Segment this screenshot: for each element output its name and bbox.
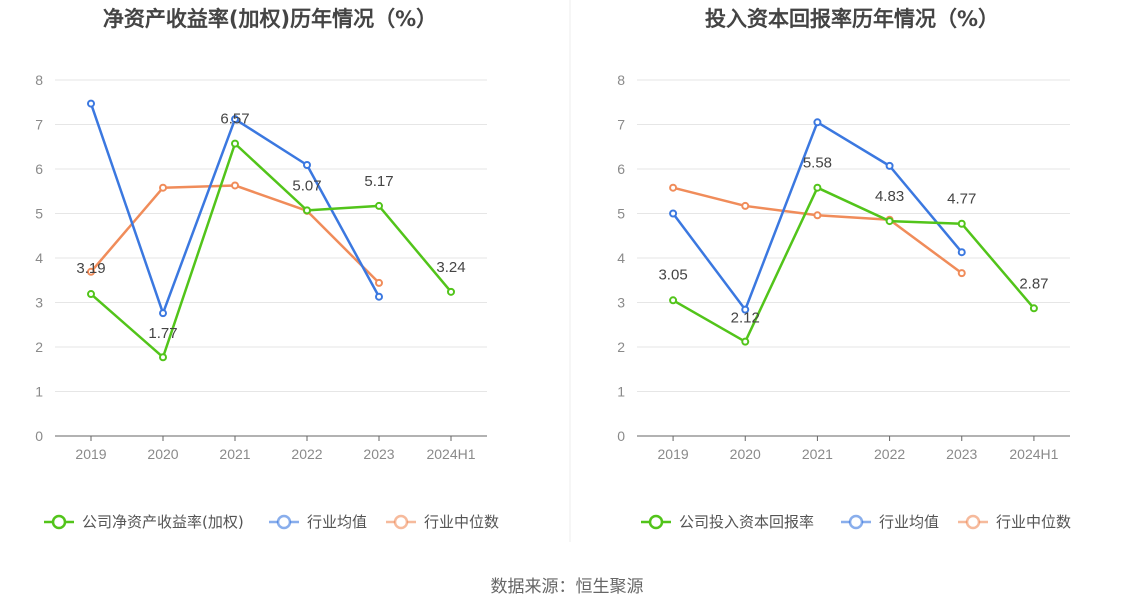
legend-item[interactable]: 行业均值	[841, 513, 939, 531]
x-tick-label: 2022	[291, 446, 322, 462]
data-label: 5.17	[364, 173, 393, 190]
y-tick-label: 3	[617, 295, 625, 311]
y-tick-label: 2	[617, 339, 625, 355]
data-point[interactable]	[231, 181, 239, 190]
roic-chart: 投入资本回报率历年情况（%） 0 1 2 3 4 5 6 7 8 2019 2020 2021 2022 2…	[617, 7, 1071, 531]
y-tick-label: 8	[35, 72, 43, 88]
legend-label: 行业均值	[307, 513, 367, 531]
legend-swatch-marker	[965, 514, 981, 530]
legend-item[interactable]: 行业中位数	[386, 513, 499, 531]
data-label: 2.12	[731, 310, 760, 327]
data-point[interactable]	[375, 201, 383, 210]
data-point[interactable]	[87, 267, 95, 276]
data-point[interactable]	[159, 183, 167, 192]
y-tick-label: 1	[617, 384, 625, 400]
roe-chart: 净资产收益率(加权)历年情况（%） 0 1 2 3 4 5 6 7 8 2019 2020 2021 20…	[35, 7, 499, 531]
data-label: 2.87	[1019, 275, 1048, 292]
y-tick-label: 1	[35, 384, 43, 400]
x-tick-label: 2020	[730, 446, 761, 462]
data-point[interactable]	[813, 118, 822, 127]
legend-label: 公司净资产收益率(加权)	[82, 513, 244, 531]
data-point[interactable]	[813, 183, 822, 192]
data-point[interactable]	[1029, 304, 1038, 313]
y-tick-label: 6	[35, 161, 43, 177]
data-point[interactable]	[87, 290, 95, 299]
data-point[interactable]	[813, 211, 822, 220]
data-point[interactable]	[669, 183, 678, 192]
y-tick-label: 7	[35, 117, 43, 133]
legend-swatch-marker	[648, 514, 664, 530]
data-label: 6.57	[220, 111, 249, 128]
x-tick-label: 2021	[219, 446, 250, 462]
x-tick-label: 2021	[802, 446, 833, 462]
data-point[interactable]	[741, 305, 750, 314]
data-label: 3.05	[658, 266, 687, 283]
legend-label: 行业中位数	[996, 513, 1071, 531]
data-label: 1.77	[148, 325, 177, 342]
y-tick-label: 6	[617, 161, 625, 177]
legend-swatch-marker	[393, 514, 409, 530]
x-tick-label: 2020	[147, 446, 178, 462]
data-point[interactable]	[669, 209, 678, 218]
x-tick-label: 2024H1	[1009, 446, 1058, 462]
series-line	[90, 184, 380, 284]
legend-label: 行业均值	[879, 513, 939, 531]
data-point[interactable]	[303, 160, 311, 169]
legend-swatch-marker	[848, 514, 864, 530]
data-label: 5.58	[803, 155, 832, 172]
data-label: 5.07	[292, 177, 321, 194]
data-label: 3.24	[436, 259, 465, 276]
data-point[interactable]	[303, 206, 311, 215]
data-label: 4.83	[875, 188, 904, 205]
data-label: 3.19	[76, 260, 105, 277]
data-point[interactable]	[231, 139, 239, 148]
y-tick-label: 4	[35, 250, 43, 266]
y-tick-label: 5	[617, 206, 625, 222]
data-point[interactable]	[957, 248, 966, 257]
series-line	[90, 142, 452, 359]
data-point[interactable]	[741, 337, 750, 346]
chart-title: 净资产收益率(加权)历年情况（%）	[103, 7, 437, 31]
legend-item[interactable]: 行业均值	[269, 513, 367, 531]
y-tick-label: 5	[35, 206, 43, 222]
y-tick-label: 2	[35, 339, 43, 355]
x-tick-label: 2022	[874, 446, 905, 462]
series-line	[672, 186, 1035, 343]
chart-title: 投入资本回报率历年情况（%）	[705, 7, 999, 31]
legend-item[interactable]: 公司净资产收益率(加权)	[44, 513, 244, 531]
y-tick-label: 0	[617, 428, 625, 444]
data-point[interactable]	[447, 287, 455, 296]
data-point[interactable]	[669, 296, 678, 305]
legend-label: 行业中位数	[424, 513, 499, 531]
y-tick-label: 4	[617, 250, 625, 266]
y-tick-label: 7	[617, 117, 625, 133]
data-point[interactable]	[375, 292, 383, 301]
y-tick-label: 3	[35, 295, 43, 311]
y-tick-label: 0	[35, 428, 43, 444]
data-point[interactable]	[87, 99, 95, 108]
x-tick-label: 2019	[75, 446, 106, 462]
data-source: 数据来源：恒生聚源	[491, 577, 644, 597]
legend-swatch-marker	[276, 514, 292, 530]
x-tick-label: 2023	[363, 446, 394, 462]
data-point[interactable]	[957, 269, 966, 278]
data-point[interactable]	[957, 219, 966, 228]
data-point[interactable]	[159, 309, 167, 318]
x-tick-label: 2019	[658, 446, 689, 462]
x-tick-label: 2024H1	[426, 446, 475, 462]
data-point[interactable]	[159, 353, 167, 362]
data-point[interactable]	[885, 217, 894, 226]
data-label: 4.77	[947, 191, 976, 208]
legend-item[interactable]: 行业中位数	[958, 513, 1071, 531]
data-point[interactable]	[231, 115, 239, 124]
y-tick-label: 8	[617, 72, 625, 88]
legend-item[interactable]: 公司投入资本回报率	[641, 513, 814, 531]
data-point[interactable]	[741, 201, 750, 210]
x-tick-label: 2023	[946, 446, 977, 462]
legend-swatch-marker	[51, 514, 67, 530]
data-point[interactable]	[375, 278, 383, 287]
data-point[interactable]	[885, 161, 894, 170]
legend-label: 公司投入资本回报率	[679, 513, 814, 531]
